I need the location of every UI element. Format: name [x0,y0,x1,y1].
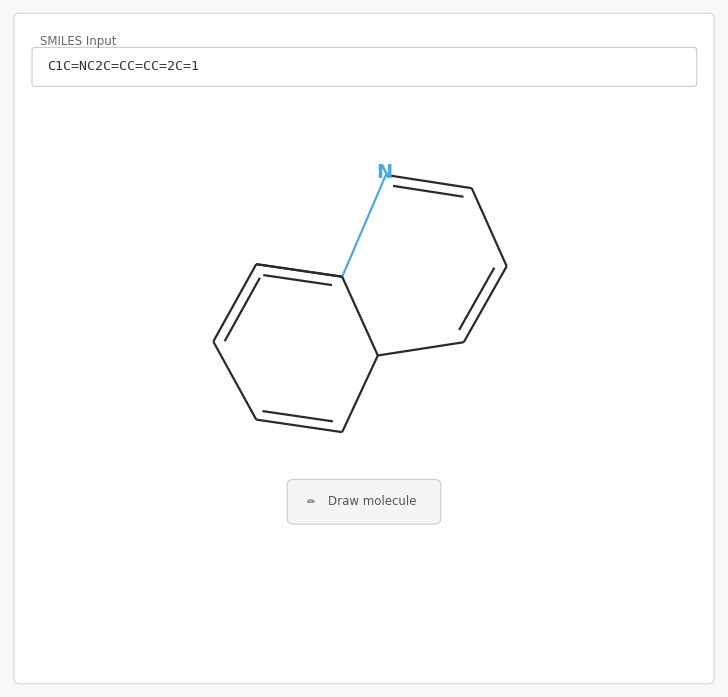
Text: N: N [376,162,392,182]
Text: Draw molecule: Draw molecule [328,496,417,508]
FancyBboxPatch shape [287,480,440,524]
FancyBboxPatch shape [32,47,697,86]
Text: ✏: ✏ [306,497,316,507]
Text: C1C=NC2C=CC=CC=2C=1: C1C=NC2C=CC=CC=2C=1 [47,61,199,73]
Text: SMILES Input: SMILES Input [40,36,116,48]
FancyBboxPatch shape [14,13,714,684]
